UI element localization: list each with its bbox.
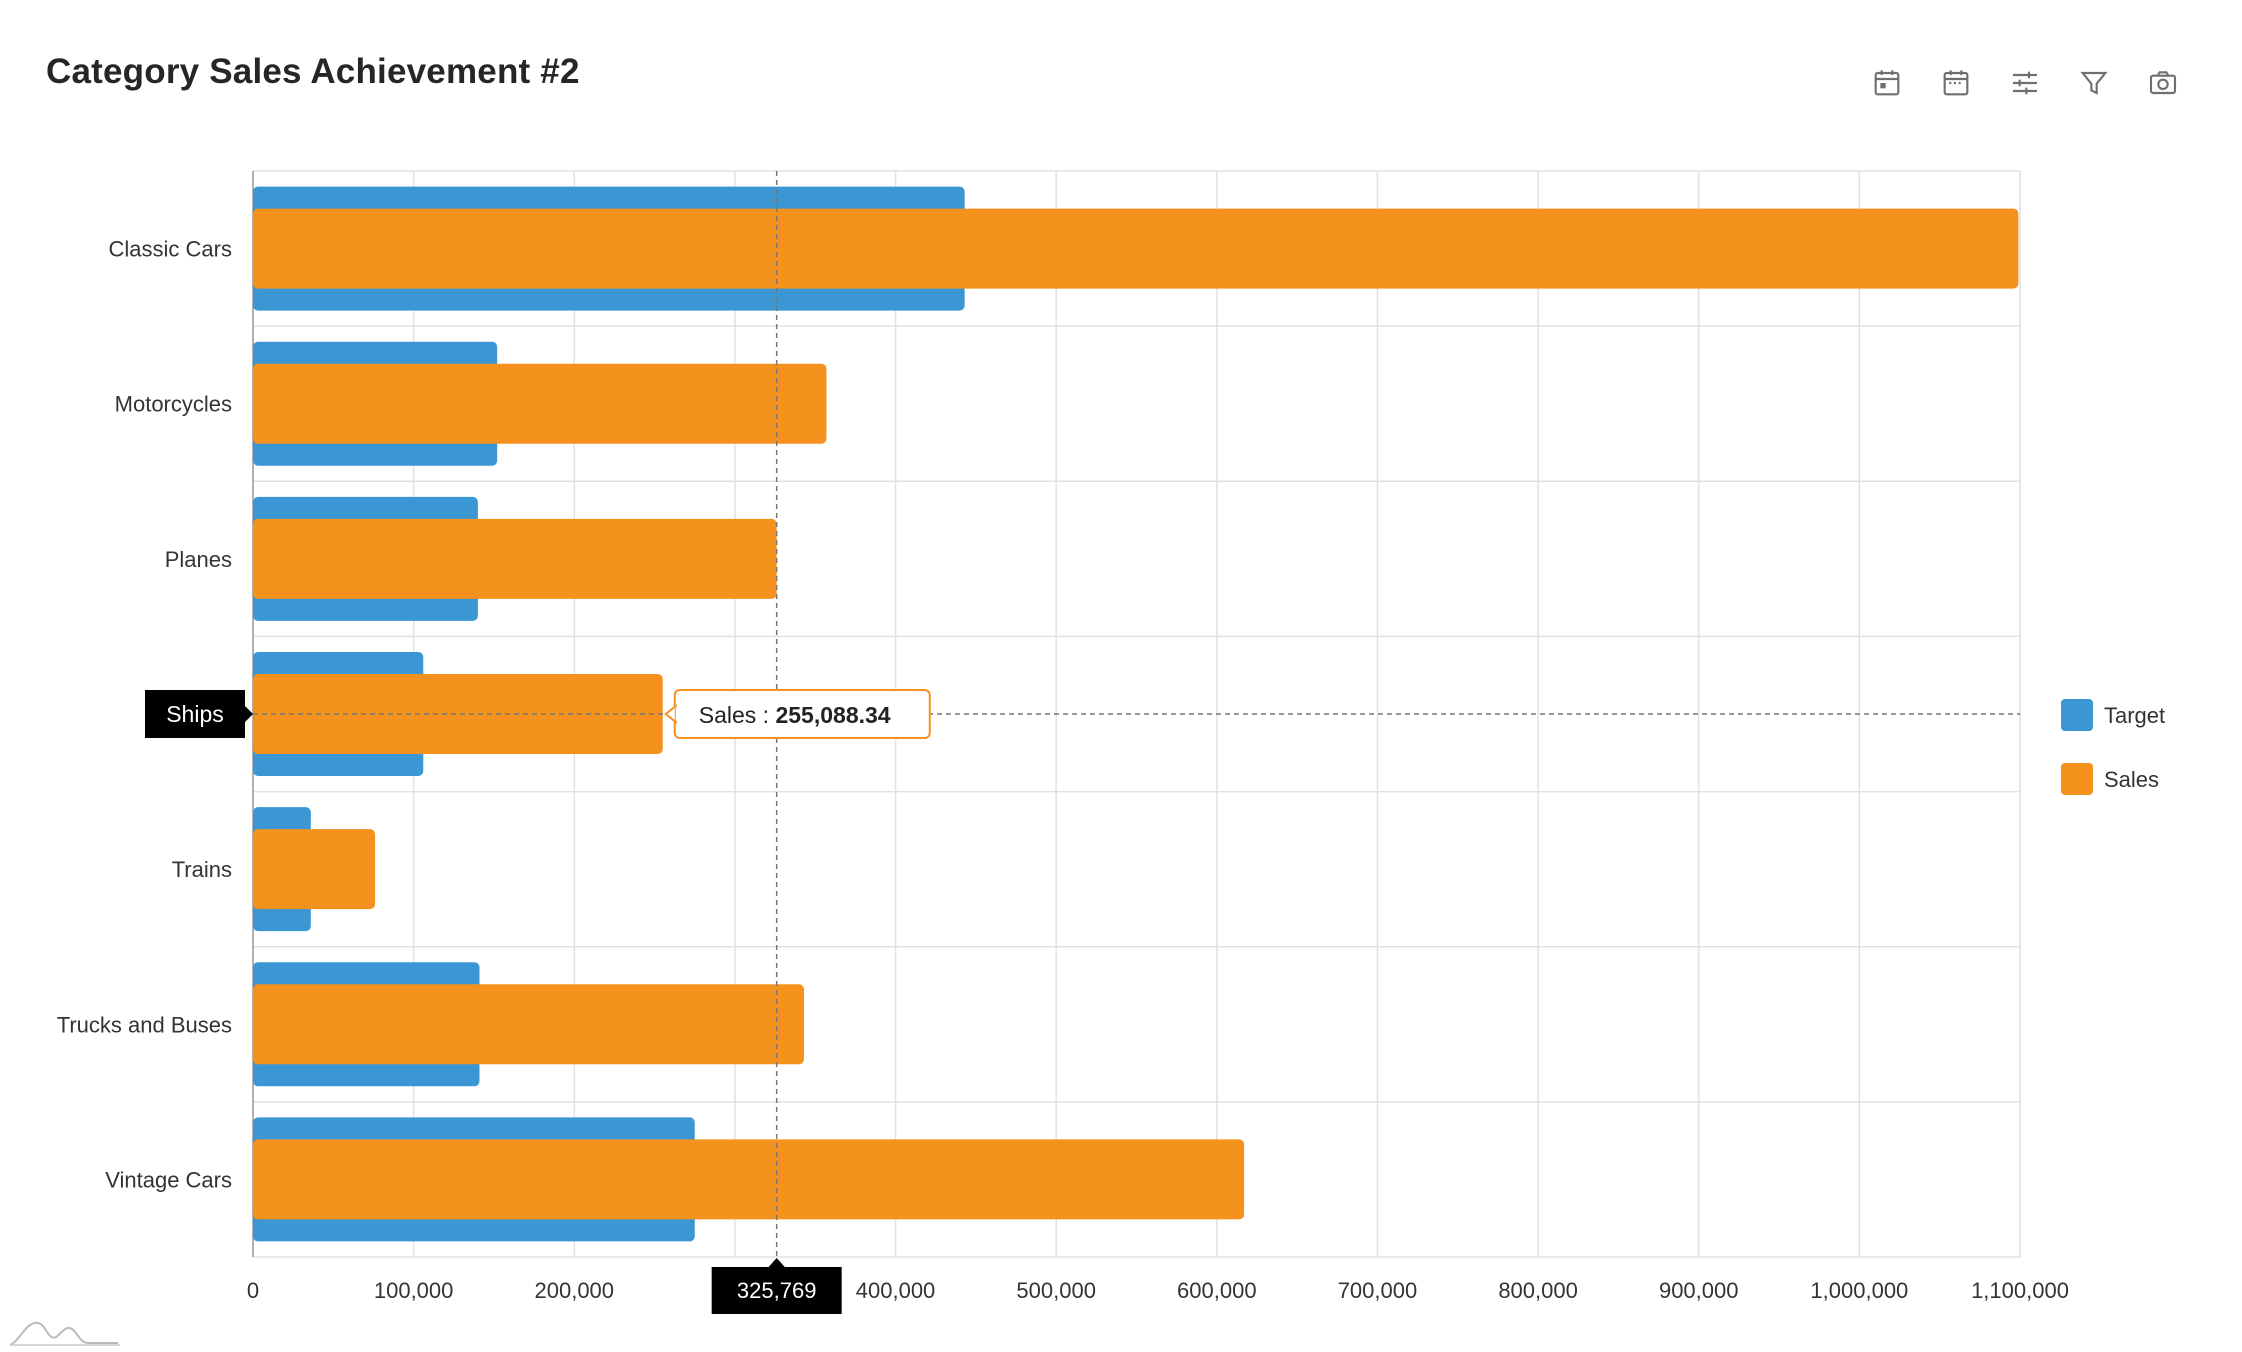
crosshair-y-label: Ships: [145, 690, 253, 738]
x-tick-label: 0: [247, 1278, 259, 1303]
bar-sales: [253, 363, 827, 444]
tooltip-value: 255,088.34: [775, 702, 890, 728]
legend: Target Sales: [2061, 699, 2165, 795]
camera-icon[interactable]: [2146, 66, 2180, 100]
legend-marker: [2061, 763, 2093, 795]
calendar-day-icon[interactable]: [1870, 66, 1904, 100]
tooltip-arrow: [664, 703, 677, 725]
legend-label: Sales: [2104, 767, 2159, 792]
bar-sales: [253, 208, 2019, 289]
y-tick-label: Motorcycles: [115, 392, 232, 417]
chart-title: Category Sales Achievement #2: [46, 52, 580, 91]
calendar-icon[interactable]: [1939, 66, 1973, 100]
x-tick-label: 1,000,000: [1810, 1278, 1908, 1303]
bar-sales: [253, 674, 663, 754]
y-tick-label: Trucks and Buses: [57, 1012, 232, 1037]
crosshair-x-label: 325,769: [711, 1258, 842, 1314]
y-tick-label: Planes: [165, 547, 232, 572]
crosshair-y-label-arrow: [245, 706, 253, 722]
x-tick-label: 700,000: [1338, 1278, 1418, 1303]
crosshair-x-label-arrow: [767, 1258, 786, 1268]
legend-marker: [2061, 699, 2093, 731]
tooltip-label: Sales :: [699, 702, 776, 728]
filter-icon[interactable]: [2077, 66, 2111, 100]
chart-toolbar: [1870, 66, 2180, 100]
x-tick-label: 400,000: [856, 1278, 936, 1303]
bar-sales: [253, 518, 777, 599]
y-tick-label: Vintage Cars: [105, 1167, 232, 1192]
tooltip-text: Sales : 255,088.34: [699, 702, 891, 728]
x-tick-label: 100,000: [374, 1278, 454, 1303]
sliders-icon[interactable]: [2008, 66, 2042, 100]
crosshair-y-label-text: Ships: [166, 701, 224, 727]
bar-sales: [253, 1139, 1245, 1220]
x-tick-label: 600,000: [1177, 1278, 1257, 1303]
x-tick-label: 500,000: [1016, 1278, 1096, 1303]
crosshair-y-label-bg: [145, 690, 245, 738]
x-tick-label: 200,000: [535, 1278, 615, 1303]
x-tick-label: 900,000: [1659, 1278, 1739, 1303]
y-tick-label: Classic Cars: [109, 237, 232, 262]
crosshair-x-label-text: 325,769: [737, 1278, 817, 1303]
x-tick-label: 800,000: [1498, 1278, 1578, 1303]
x-tick-label: 1,100,000: [1971, 1278, 2069, 1303]
legend-label: Target: [2104, 703, 2165, 728]
bar-sales: [253, 829, 376, 910]
chart-logo-icon: [9, 1321, 120, 1346]
bar-sales: [253, 984, 804, 1065]
y-tick-label: Trains: [172, 857, 232, 882]
crosshair-x-label-bg: [711, 1267, 842, 1314]
tooltip-arrow-mask: [675, 707, 679, 721]
tooltip: Sales : 255,088.34: [664, 689, 931, 739]
